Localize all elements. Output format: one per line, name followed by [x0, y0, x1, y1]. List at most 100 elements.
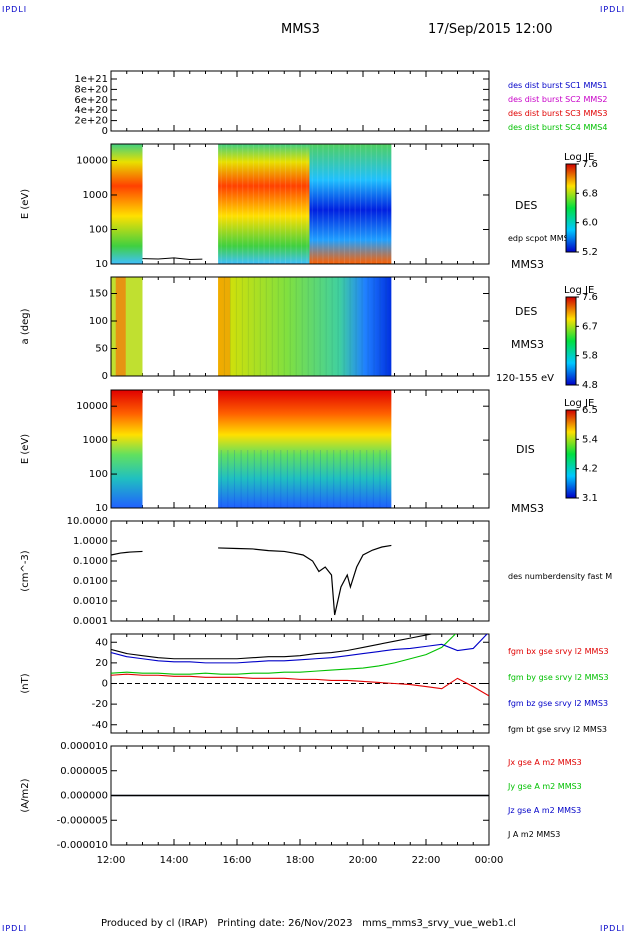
- footer-left-logo: IPDLI: [2, 924, 28, 933]
- dist-ytick-label: 8e+20: [74, 84, 108, 95]
- des-e-spacecraft-label: MMS3: [511, 258, 544, 271]
- time-tick-label: 20:00: [349, 855, 378, 866]
- des-e-colorbar-tick-label: 6.0: [582, 218, 598, 229]
- des-energy-spectrogram: [111, 144, 392, 264]
- current-legend-entry: Jy gse A m2 MMS3: [507, 782, 582, 791]
- spectrogram-block: [309, 144, 392, 264]
- time-tick-label: 00:00: [475, 855, 504, 866]
- spectrogram-block: [111, 144, 143, 264]
- density-ytick-label: 1.0000: [73, 536, 108, 547]
- des-pa-ytick-label: 150: [89, 289, 108, 300]
- bfield-legend-entry: fgm bx gse srvy l2 MMS3: [508, 647, 609, 656]
- time-tick-label: 18:00: [286, 855, 315, 866]
- footer-produced-by-text: Produced by cl (IRAP): [101, 918, 208, 929]
- current-legend-entry: J A m2 MMS3: [507, 830, 560, 839]
- des-pa-colorbar-bar: [565, 296, 577, 386]
- dis-e-ytick-label: 10000: [76, 401, 108, 412]
- bfield-series-line: [111, 634, 457, 675]
- spectrogram-block: [218, 277, 392, 376]
- dist-ytick-label: 4e+20: [74, 105, 108, 116]
- bfield-series-line: [111, 634, 435, 660]
- dis-e-ylabel: E (eV): [20, 434, 31, 464]
- des-e-ytick-label: 100: [89, 224, 108, 235]
- bfield-series-line: [111, 673, 489, 697]
- dis-e-colorbar-tick-label: 6.5: [582, 405, 598, 416]
- bfield-ylabel: (nT): [20, 673, 31, 693]
- current-legend-entry: Jz gse A m2 MMS3: [507, 806, 581, 815]
- des-pa-right-label: DES: [515, 305, 537, 318]
- dis-e-colorbar-tick-label: 4.2: [582, 464, 598, 475]
- des-pa-colorbar-tick-label: 4.8: [582, 380, 598, 391]
- header-left-logo: IPDLI: [2, 5, 28, 14]
- dis-e-colorbar-tick-label: 3.1: [582, 493, 598, 504]
- dis-e-right-label: DIS: [516, 443, 535, 456]
- des-e-colorbar-tick-label: 5.2: [582, 247, 598, 258]
- time-tick-label: 12:00: [97, 855, 126, 866]
- scpot-line: [142, 257, 203, 261]
- des-e-colorbar-title: Log JE: [564, 152, 594, 163]
- density-line: [110, 550, 143, 556]
- current-ytick-label: -0.000010: [57, 840, 108, 851]
- des-pa-spectrogram: [111, 277, 392, 376]
- dist-legend-entry: des dist burst SC1 MMS1: [508, 81, 607, 90]
- des-e-ylabel: E (eV): [20, 189, 31, 219]
- dist-legend-entry: des dist burst SC2 MMS2: [508, 95, 607, 104]
- panel-frame: [110, 143, 490, 265]
- des-pa-colorbar-title: Log JE: [564, 285, 594, 296]
- panel-frame: [110, 276, 490, 377]
- dis-e-spacecraft-label: MMS3: [511, 502, 544, 515]
- des-e-colorbar-bar: [565, 163, 577, 253]
- panel-0: [110, 70, 490, 132]
- scpot-label: edp scpot MMS3: [508, 234, 574, 243]
- bfield-legend-entry: fgm bz gse srvy l2 MMS3: [508, 699, 608, 708]
- spectrogram-block: [115, 277, 126, 376]
- panel-frame: [110, 70, 490, 132]
- dist-legend-entry: des dist burst SC3 MMS3: [508, 109, 607, 118]
- bfield-series-line: [111, 634, 488, 664]
- footer-right-logo: IPDLI: [600, 924, 626, 933]
- des-e-ytick-label: 1000: [83, 190, 108, 201]
- dis-energy-spectrogram: [111, 390, 392, 508]
- panel-frame: [110, 520, 490, 622]
- footer-config: mms_mms3_srvy_vue_web1.cl: [362, 918, 516, 929]
- dis-e-ytick-label: 1000: [83, 435, 108, 446]
- time-tick-label: 16:00: [223, 855, 252, 866]
- header-right-logo: IPDLI: [600, 5, 626, 14]
- bfield-legend-entry: fgm by gse srvy l2 MMS3: [508, 673, 609, 682]
- footer-printing-date: Printing date: 26/Nov/2023: [217, 918, 353, 929]
- des-e-ytick-label: 10000: [76, 155, 108, 166]
- current-ylabel: (A/m2): [20, 778, 31, 812]
- bfield-ytick-label: 40: [95, 637, 108, 648]
- des-pa-colorbar-tick-label: 7.6: [582, 292, 598, 303]
- dist-ytick-label: 0: [102, 126, 108, 137]
- bfield-ytick-label: 0: [102, 679, 108, 690]
- panel-frame: [110, 389, 490, 509]
- footer-produced-by: Produced by cl (IRAP) Printing date: 26/…: [101, 918, 516, 929]
- dist-ytick-label: 1e+21: [74, 74, 108, 85]
- panel-4: [110, 520, 490, 622]
- current-ytick-label: -0.000005: [57, 815, 108, 826]
- density-ytick-label: 0.0100: [73, 576, 108, 587]
- current-ytick-label: 0.000000: [60, 791, 108, 802]
- des-pa-ytick-label: 50: [95, 344, 108, 355]
- des-e-colorbar-tick-label: 7.6: [582, 159, 598, 170]
- spectrogram-block: [218, 390, 392, 508]
- bfield-legend-entry: fgm bt gse srvy l2 MMS3: [508, 725, 607, 734]
- current-legend-entry: Jx gse A m2 MMS3: [507, 758, 582, 767]
- dist-legend-entry: des dist burst SC4 MMS4: [508, 123, 607, 132]
- bfield-ytick-label: 20: [95, 658, 108, 669]
- time-tick-label: 22:00: [412, 855, 441, 866]
- dis-e-colorbar-tick-label: 5.4: [582, 434, 598, 445]
- time-tick-label: 14:00: [160, 855, 189, 866]
- current-ytick-label: 0.000005: [60, 766, 108, 777]
- spectrogram-block: [111, 390, 143, 508]
- density-ytick-label: 10.0000: [67, 516, 108, 527]
- des-pa-colorbar-tick-label: 5.8: [582, 351, 598, 362]
- dist-ytick-label: 2e+20: [74, 116, 108, 127]
- bfield-ytick-label: -40: [92, 720, 108, 731]
- des-pa-spacecraft-label: MMS3: [511, 338, 544, 351]
- density-ytick-label: 0.0010: [73, 596, 108, 607]
- des-pa-energy-range: 120-155 eV: [496, 373, 554, 384]
- des-pa-ytick-label: 100: [89, 316, 108, 327]
- density-ytick-label: 0.0001: [73, 616, 108, 627]
